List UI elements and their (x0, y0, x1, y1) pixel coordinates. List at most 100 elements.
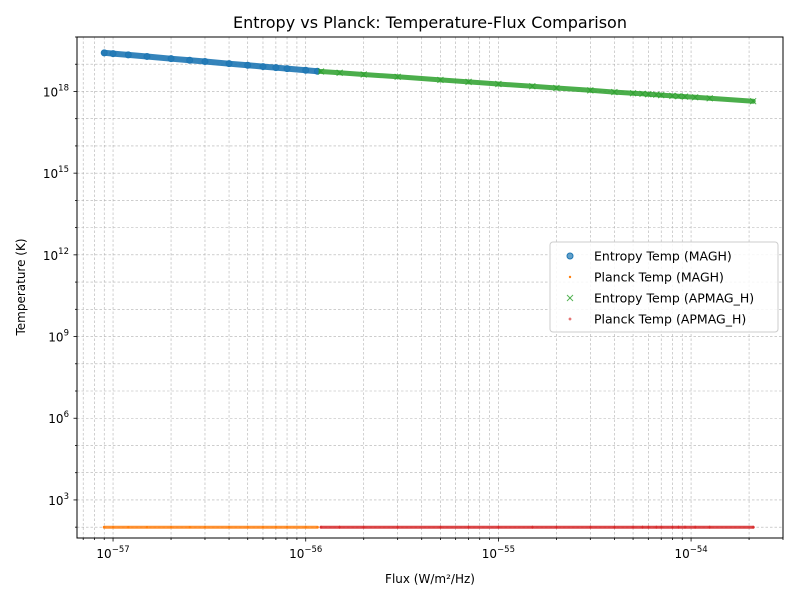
legend-marker (566, 294, 574, 302)
data-point (244, 61, 252, 69)
data-point (659, 525, 663, 529)
x-tick-label: 10−56 (289, 545, 322, 561)
data-point (631, 525, 635, 529)
data-point (528, 82, 536, 90)
data-point (629, 89, 637, 97)
data-point (612, 525, 616, 529)
legend-label: Entropy Temp (APMAG_H) (594, 291, 754, 306)
x-tick-label: 10−57 (96, 545, 129, 561)
data-point (302, 66, 310, 74)
y-tick-label: 1012 (43, 247, 69, 263)
data-point (641, 525, 645, 529)
x-tick-label: 10−55 (482, 545, 515, 561)
data-point (285, 525, 289, 529)
chart-title: Entropy vs Planck: Temperature-Flux Comp… (233, 13, 627, 32)
data-point (465, 78, 472, 86)
data-point (111, 525, 115, 529)
data-point (336, 69, 344, 77)
data-point (100, 49, 108, 57)
data-point (644, 90, 652, 98)
data-point (467, 525, 471, 529)
y-tick-label: 103 (48, 492, 69, 508)
data-point (396, 525, 400, 529)
data-point (109, 50, 117, 58)
y-tick-label: 1015 (43, 165, 69, 181)
data-point (675, 92, 682, 100)
data-point (167, 55, 175, 63)
data-point (186, 56, 194, 64)
series-1 (102, 525, 319, 529)
data-point (588, 525, 592, 529)
legend: Entropy Temp (MAGH) Planck Temp (MAGH) Ent… (549, 241, 779, 333)
plot-area (76, 36, 784, 539)
data-point (274, 525, 278, 529)
data-point (669, 92, 676, 100)
y-tick-label: 109 (48, 329, 69, 345)
legend-label: Entropy Temp (MAGH) (594, 249, 732, 264)
legend-marker (566, 252, 574, 260)
data-point (530, 525, 534, 529)
data-point (751, 525, 755, 529)
data-point (657, 91, 665, 99)
data-point (708, 525, 712, 529)
data-point (360, 71, 368, 78)
legend-marker (568, 275, 572, 279)
series-3 (319, 525, 755, 529)
data-point (317, 68, 325, 75)
legend-label: Planck Temp (APMAG_H) (594, 312, 746, 327)
data-point (749, 97, 757, 105)
series-2 (317, 68, 757, 105)
data-point (438, 525, 442, 529)
legend-label: Planck Temp (MAGH) (594, 270, 724, 285)
data-point (394, 73, 402, 81)
data-point (203, 525, 207, 529)
data-point (676, 525, 680, 529)
data-point (127, 525, 130, 529)
series-layer (100, 49, 757, 529)
data-point (496, 525, 500, 529)
data-point (304, 525, 307, 529)
data-point (553, 84, 560, 92)
data-point (683, 525, 687, 529)
data-point (706, 94, 714, 102)
series-band (318, 69, 756, 104)
data-point (495, 80, 502, 88)
data-point (261, 525, 265, 529)
data-point (691, 93, 699, 101)
y-tick-label: 1018 (43, 83, 69, 99)
data-point (437, 76, 444, 84)
y-axis: 103 106 109 1012 1015 1018 (43, 36, 77, 528)
y-tick-label: 106 (48, 410, 69, 426)
data-point (143, 52, 151, 60)
data-point (338, 525, 342, 529)
data-point (646, 525, 650, 529)
data-point (319, 525, 323, 529)
x-tick-label: 10−54 (674, 545, 707, 561)
data-point (124, 51, 132, 59)
data-point (362, 525, 366, 529)
data-point (225, 60, 233, 68)
data-point (103, 525, 106, 529)
data-point (272, 64, 280, 72)
legend-box (549, 241, 779, 333)
data-point (201, 57, 209, 65)
data-point (654, 525, 658, 529)
series-0 (100, 49, 321, 75)
y-axis-label: Temperature (K) (14, 238, 28, 336)
x-axis-label: Flux (W/m²/Hz) (385, 572, 475, 586)
data-point (259, 63, 267, 71)
data-point (586, 86, 594, 94)
data-point (639, 90, 646, 98)
data-point (145, 525, 149, 529)
data-point (693, 525, 697, 529)
x-axis: 10−57 10−56 10−55 10−54 (82, 538, 784, 561)
data-point (227, 525, 231, 529)
legend-marker (568, 317, 572, 321)
data-point (316, 525, 319, 529)
data-point (670, 525, 674, 529)
data-point (611, 88, 618, 96)
data-point (681, 93, 689, 101)
data-point (188, 525, 191, 529)
data-point (283, 65, 291, 73)
